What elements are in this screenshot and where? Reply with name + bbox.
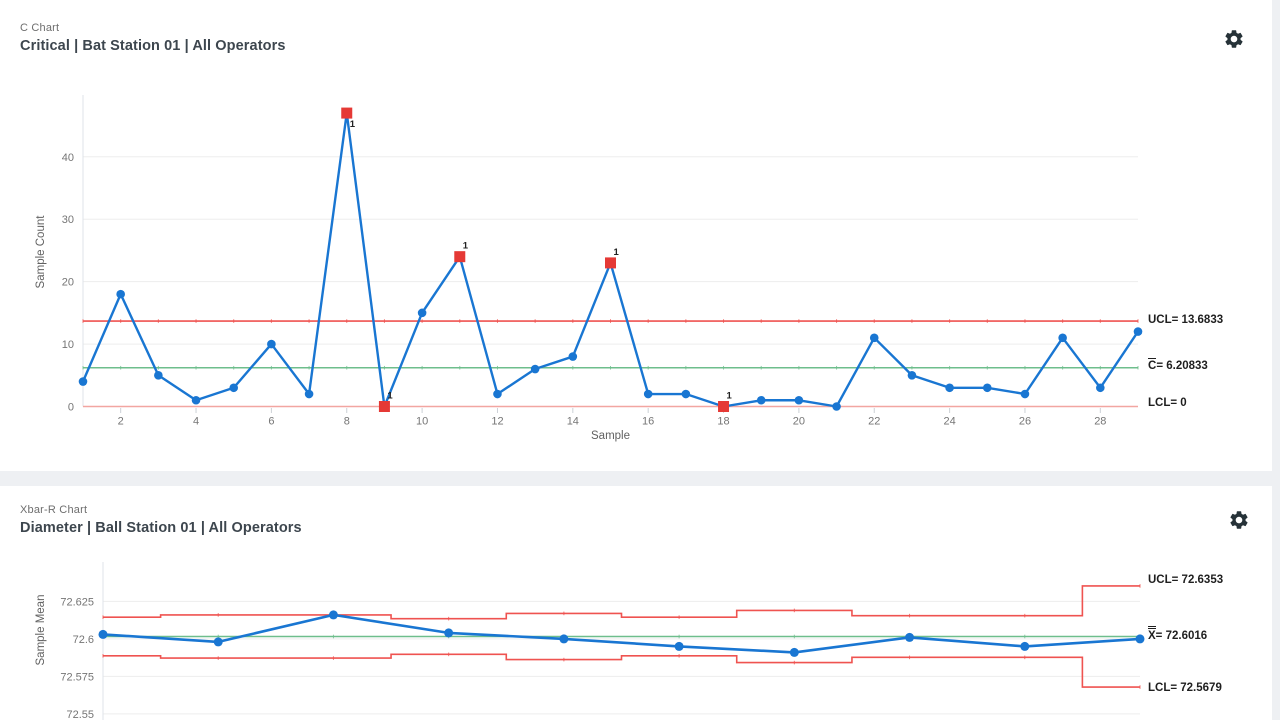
data-point[interactable] (1020, 389, 1030, 399)
gear-icon (1225, 30, 1243, 48)
out-of-control-point[interactable] (454, 251, 466, 263)
x-tick-label: 4 (193, 416, 199, 428)
gear-icon (1230, 511, 1248, 529)
data-point[interactable] (559, 634, 569, 644)
data-point[interactable] (191, 395, 201, 405)
y-tick-label: 72.6 (73, 634, 94, 646)
c-chart-card (0, 0, 1272, 471)
data-point[interactable] (794, 395, 804, 405)
data-point[interactable] (945, 383, 954, 393)
xbar-chart-type-label: Xbar-R Chart (20, 504, 88, 516)
data-point[interactable] (1020, 641, 1030, 651)
data-point[interactable] (1133, 327, 1143, 336)
ooc-annotation: 1 (387, 391, 393, 402)
c-chart-settings-gear-icon[interactable] (1223, 27, 1247, 51)
data-point[interactable] (116, 289, 125, 299)
data-point[interactable] (643, 389, 653, 399)
data-point[interactable] (530, 364, 540, 374)
data-point[interactable] (154, 370, 163, 380)
data-point[interactable] (304, 389, 314, 399)
ucl-label: UCL= 72.6353 (1148, 574, 1224, 586)
x-tick-label: 22 (868, 416, 880, 428)
c-chart-title: Critical | Bat Station 01 | All Operator… (20, 38, 286, 54)
data-point[interactable] (681, 389, 691, 399)
lcl-step-line (103, 653, 1140, 688)
data-point[interactable] (213, 637, 223, 647)
y-tick-label: 72.575 (60, 671, 94, 683)
xbar-chart-settings-gear-icon[interactable] (1228, 508, 1252, 532)
xbar-chart-plot[interactable]: 72.625 72.6 72.575 72.55 Sample Mean (0, 486, 1280, 720)
data-point[interactable] (982, 383, 992, 393)
data-point[interactable] (905, 632, 915, 642)
y-tick-label: 0 (68, 402, 74, 414)
data-point[interactable] (756, 395, 766, 405)
y-tick-label: 72.55 (66, 709, 94, 720)
ooc-annotation: 1 (614, 247, 620, 258)
data-point[interactable] (328, 610, 338, 620)
x-tick-label: 6 (268, 416, 274, 428)
lcl-label: LCL= 72.5679 (1148, 682, 1222, 694)
x-tick-label: 28 (1094, 416, 1106, 428)
out-of-control-point[interactable] (718, 401, 730, 412)
data-point[interactable] (229, 383, 239, 393)
data-point[interactable] (444, 628, 454, 638)
data-point[interactable] (417, 308, 427, 318)
data-point[interactable] (789, 647, 799, 657)
data-point[interactable] (1096, 383, 1105, 393)
x-tick-label: 8 (344, 416, 350, 428)
y-tick-label: 72.625 (60, 596, 94, 608)
data-point[interactable] (869, 333, 879, 343)
data-point[interactable] (832, 402, 841, 411)
data-point[interactable] (493, 389, 502, 399)
c-chart-type-label: C Chart (20, 22, 60, 34)
x-tick-label: 14 (567, 416, 579, 428)
ooc-annotation: 1 (727, 391, 733, 402)
xbar-chart-title: Diameter | Ball Station 01 | All Operato… (20, 520, 302, 536)
out-of-control-point[interactable] (378, 401, 390, 412)
ooc-annotation: 1 (350, 119, 356, 130)
data-point[interactable] (568, 352, 578, 361)
data-point[interactable] (1058, 333, 1067, 343)
y-tick-label: 10 (62, 339, 74, 351)
x-tick-label: 10 (416, 416, 428, 428)
data-point[interactable] (674, 641, 684, 651)
x-tick-label: 26 (1019, 416, 1031, 428)
y-tick-label: 20 (62, 277, 74, 289)
x-tick-label: 20 (793, 416, 805, 428)
center-line-label: X= 72.6016 (1148, 626, 1207, 642)
x-tick-label: 16 (642, 416, 654, 428)
series-line (101, 613, 1142, 654)
xbar-r-chart-card (0, 486, 1272, 720)
lcl-label: LCL= 0 (1148, 397, 1187, 409)
x-tick-label: 18 (717, 416, 729, 428)
out-of-control-point[interactable] (605, 257, 616, 269)
data-point[interactable] (907, 370, 917, 380)
ucl-label: UCL= 13.6833 (1148, 314, 1224, 326)
y-axis-title: Sample Count (35, 215, 47, 289)
data-point[interactable] (78, 377, 88, 386)
x-axis-title: Sample (591, 430, 630, 442)
data-point[interactable] (267, 339, 276, 349)
data-point[interactable] (1135, 634, 1145, 644)
ooc-annotation: 1 (463, 241, 469, 252)
ucl-step-line (103, 585, 1140, 620)
center-line-label: C= 6.20833 (1148, 358, 1208, 372)
y-tick-label: 30 (62, 214, 74, 226)
out-of-control-point[interactable] (341, 107, 353, 119)
data-point[interactable] (98, 629, 108, 639)
y-tick-label: 40 (62, 152, 74, 164)
x-tick-label: 24 (943, 416, 955, 428)
x-tick-label: 12 (491, 416, 503, 428)
y-axis-title: Sample Mean (35, 595, 47, 666)
x-tick-label: 2 (118, 416, 124, 428)
